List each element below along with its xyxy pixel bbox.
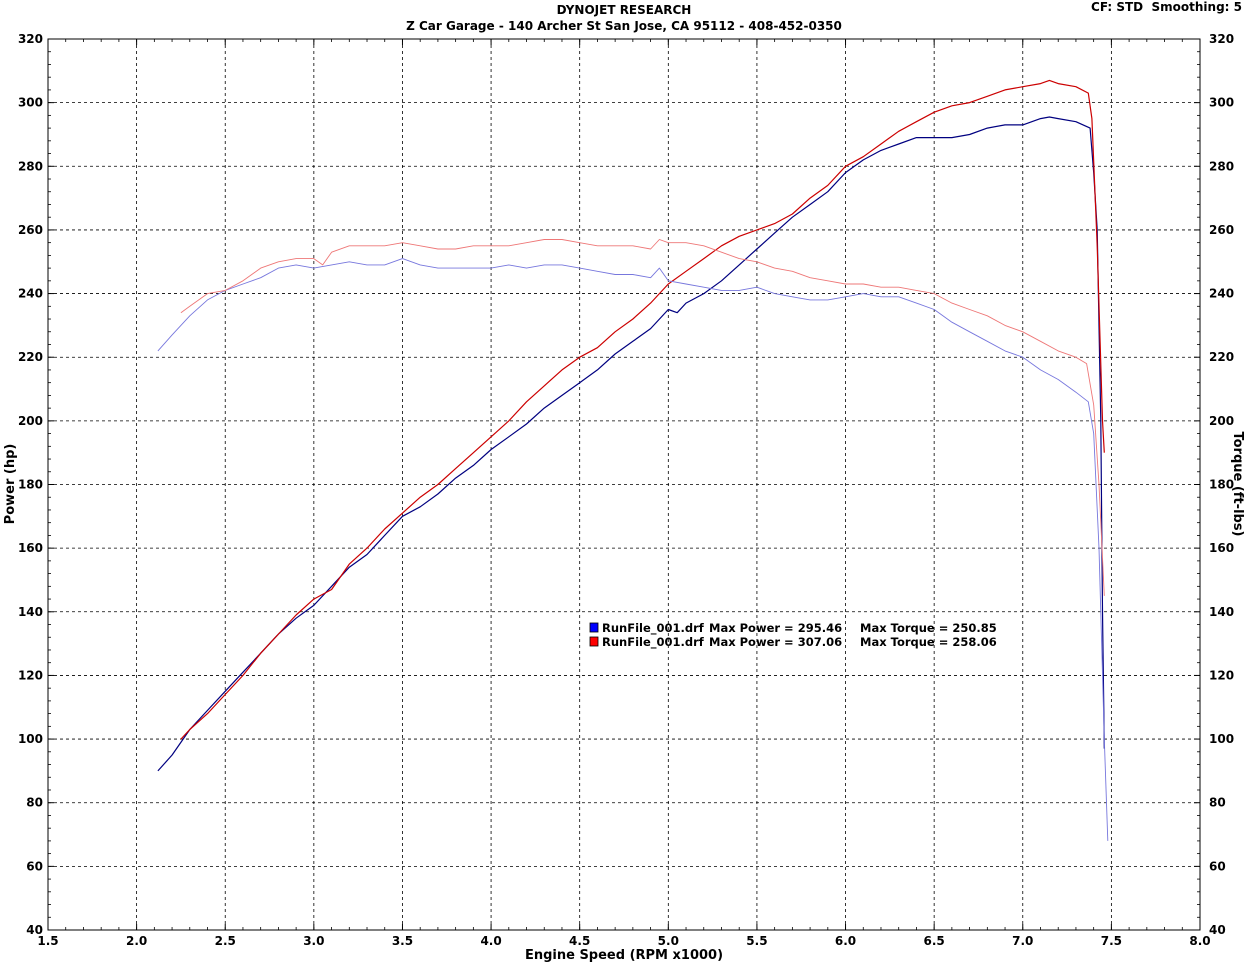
legend: RunFile_001.drf Max Power = 295.46 Max T… [589, 621, 997, 650]
y-tick-label-left: 40 [26, 923, 43, 937]
chart-subtitle: Z Car Garage - 140 Archer St San Jose, C… [406, 19, 842, 33]
y-tick-label-left: 280 [18, 159, 43, 173]
legend-entry-2-power: Max Power = 307.06 [709, 635, 842, 649]
y-tick-label-right: 260 [1209, 223, 1234, 237]
series-group [157, 79, 1109, 841]
y-tick-label-right: 80 [1209, 796, 1226, 810]
x-axis: 1.5 2.0 2.5 3.0 3.5 4.0 4.5 5.0 5.5 6.0 6.5 7.0 7.5 8… [37, 39, 1211, 948]
y-axis-right-label: Torque (ft-lbs) [1230, 431, 1245, 536]
y-tick-label-right: 220 [1209, 350, 1234, 364]
y-tick-label-right: 300 [1209, 96, 1234, 110]
chart-title: DYNOJET RESEARCH [556, 3, 692, 17]
y-tick-label-right: 100 [1209, 732, 1234, 746]
y-tick-label-right: 160 [1209, 541, 1234, 555]
x-tick-label: 6.5 [924, 934, 945, 948]
y-tick-label-left: 240 [18, 287, 43, 301]
y-tick-label-left: 120 [18, 668, 43, 682]
x-tick-label: 7.0 [1012, 934, 1033, 948]
series-line-torque-4 [180, 239, 1105, 596]
y-tick-label-left: 220 [18, 350, 43, 364]
y-tick-label-left: 80 [26, 796, 43, 810]
y-tick-label-right: 60 [1209, 859, 1226, 873]
x-tick-label: 4.5 [569, 934, 590, 948]
cf-label: CF: STD [1091, 0, 1144, 14]
y-tick-label-left: 320 [18, 32, 43, 46]
y-axis-left-label: Power (hp) [3, 444, 18, 525]
x-tick-label: 2.5 [215, 934, 236, 948]
legend-entry-1-torque: Max Torque = 250.85 [860, 621, 997, 635]
y-tick-label-right: 120 [1209, 668, 1234, 682]
x-axis-label: Engine Speed (RPM x1000) [525, 948, 723, 963]
y-tick-label-left: 260 [18, 223, 43, 237]
x-tick-label: 6.0 [835, 934, 856, 948]
y-tick-label-left: 200 [18, 414, 43, 428]
series-line-power-2 [180, 79, 1105, 740]
x-tick-label: 5.5 [746, 934, 767, 948]
y-tick-label-right: 240 [1209, 287, 1234, 301]
x-tick-label: 5.0 [658, 934, 679, 948]
legend-entry-2-file: RunFile_001.drf [602, 635, 705, 650]
legend-swatch-blue [589, 622, 599, 633]
y-tick-label-right: 200 [1209, 414, 1234, 428]
legend-entry-1-file: RunFile_001.drf [602, 621, 705, 636]
y-tick-label-right: 140 [1209, 605, 1234, 619]
legend-entry-1-power: Max Power = 295.46 [709, 621, 842, 635]
y-tick-label-left: 100 [18, 732, 43, 746]
y-tick-label-right: 280 [1209, 159, 1234, 173]
legend-swatch-red [589, 636, 599, 647]
y-tick-label-left: 60 [26, 859, 43, 873]
correction-info: CF: STD Smoothing: 5 [1091, 0, 1242, 14]
y-tick-label-left: 140 [18, 605, 43, 619]
x-tick-label: 1.5 [37, 934, 58, 948]
x-tick-label: 8.0 [1189, 934, 1210, 948]
legend-entry-2-torque: Max Torque = 258.06 [860, 635, 997, 649]
series-line-torque-3 [157, 258, 1109, 841]
x-tick-label: 2.0 [126, 934, 147, 948]
grid [48, 39, 1200, 930]
x-tick-label: 3.5 [392, 934, 413, 948]
y-axis-right: 40 60 80 100 120 140 160 180 200 220 240 260 280 300 3… [1194, 32, 1234, 937]
x-tick-label: 3.0 [303, 934, 324, 948]
smoothing-label: Smoothing: 5 [1151, 0, 1243, 14]
x-tick-label: 4.0 [480, 934, 501, 948]
y-tick-label-left: 180 [18, 478, 43, 492]
x-tick-label: 7.5 [1101, 934, 1122, 948]
series-line-power-1 [157, 116, 1105, 772]
y-tick-label-left: 160 [18, 541, 43, 555]
y-tick-label-right: 320 [1209, 32, 1234, 46]
y-tick-label-left: 300 [18, 96, 43, 110]
y-tick-label-right: 40 [1209, 923, 1226, 937]
y-tick-label-right: 180 [1209, 478, 1234, 492]
y-axis-left: 40 60 80 100 120 140 160 180 200 220 240 260 280 300 3… [18, 32, 54, 937]
